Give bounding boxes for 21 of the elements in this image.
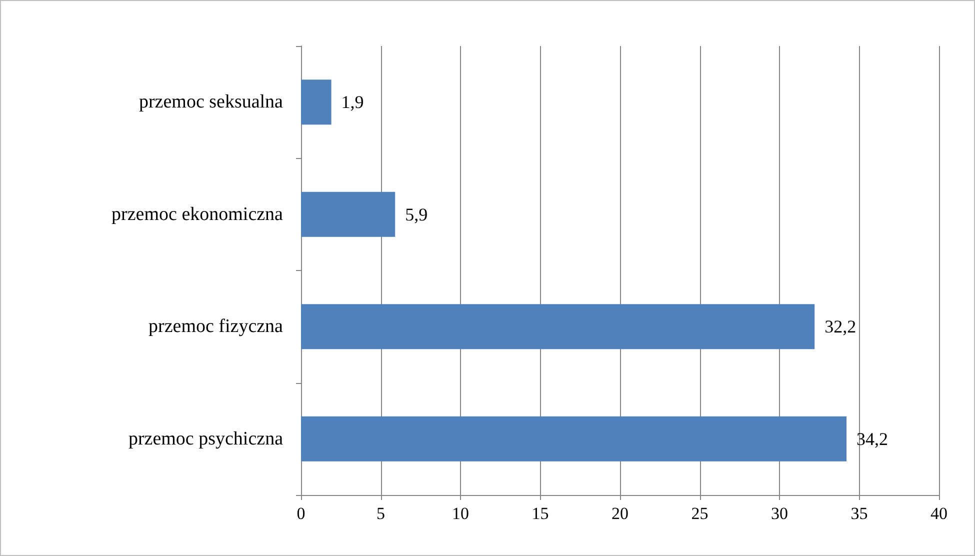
x-tick-label: 15 [532, 504, 549, 523]
bar [301, 416, 846, 462]
y-tick-label: przemoc psychiczna [128, 428, 284, 450]
x-tick-label: 40 [930, 504, 948, 523]
y-tick-label: przemoc seksualna [138, 92, 284, 113]
data-label: 32,2 [824, 316, 856, 337]
y-tick-label: przemoc ekonomiczna [112, 204, 284, 225]
x-tick-label: 0 [296, 504, 306, 523]
data-label: 1,9 [341, 92, 364, 112]
x-tick-label: 10 [452, 504, 469, 523]
data-label: 5,9 [405, 204, 428, 224]
x-tick-label: 30 [771, 504, 788, 523]
x-tick-label: 35 [850, 504, 868, 523]
y-tick-label: przemoc fizyczna [148, 316, 284, 338]
bar [301, 80, 332, 125]
x-tick-label: 5 [376, 504, 385, 523]
x-tick-label: 25 [691, 504, 708, 523]
bar [301, 192, 396, 237]
x-tick-label: 20 [612, 504, 628, 523]
bar [301, 304, 815, 350]
data-label: 34,2 [856, 428, 888, 449]
